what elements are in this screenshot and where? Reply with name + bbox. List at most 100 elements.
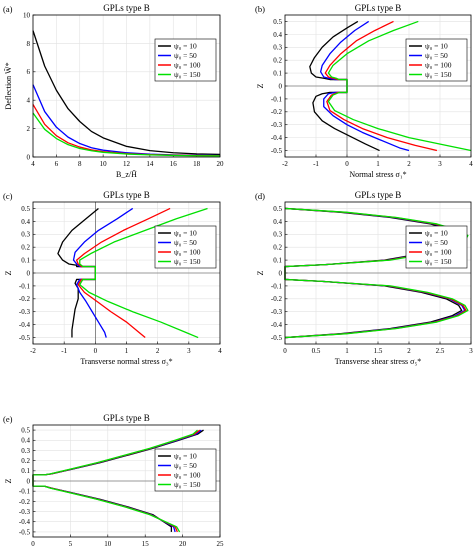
- y-tick-label: -0.3: [271, 308, 283, 316]
- panel-label: (a): [3, 4, 13, 14]
- panel-c: -2 -1 0 1 2 3 4 0.5 0.4 0.3 0.2 0.1 0 -0.1 -0.2 -0.3 -0.…: [3, 190, 222, 366]
- y-tick-label: 0.3: [21, 447, 30, 455]
- y-tick-label: -0.1: [19, 488, 31, 496]
- y-axis-label: Deflection W̃*: [3, 62, 13, 109]
- series-line: [32, 30, 221, 156]
- panel-title: GPLs type B: [355, 190, 402, 200]
- y-tick-label: 0.5: [21, 426, 30, 434]
- legend-label: ψ₀ = 10: [425, 42, 448, 51]
- y-tick-label: -0.2: [271, 295, 283, 303]
- y-tick-label: 2: [27, 125, 31, 133]
- y-tick-label: -0.4: [19, 321, 31, 329]
- x-tick-label: 10: [100, 160, 108, 168]
- legend-label: ψ₀ = 50: [174, 238, 197, 247]
- y-tick-label: 0.1: [21, 467, 30, 475]
- x-tick-label: 2: [156, 347, 160, 355]
- legend-label: ψ₀ = 150: [425, 70, 452, 79]
- legend-label: ψ₀ = 50: [174, 461, 197, 470]
- x-tick-label: 25: [217, 540, 225, 548]
- panel-a: 4 6 8 10 12 14 16 18 20 0 2 4 6 8 10 GPLs type B (a) B_z/…: [3, 3, 224, 179]
- series-line: [79, 207, 208, 339]
- y-tick-label: -0.4: [271, 134, 283, 142]
- x-tick-label: -1: [313, 160, 319, 168]
- y-axis-label: Z: [256, 270, 265, 275]
- x-tick-label: 0: [31, 540, 35, 548]
- legend-label: ψ₀ = 150: [174, 480, 201, 489]
- axes-frame: [32, 201, 221, 345]
- x-tick-label: 4: [218, 347, 222, 355]
- x-tick-label: 0: [345, 160, 349, 168]
- panel-label: (d): [255, 191, 265, 201]
- x-tick-label: 1.5: [374, 347, 383, 355]
- y-tick-label: 0.1: [273, 69, 282, 77]
- y-tick-label: -0.3: [19, 508, 31, 516]
- y-tick-label: 0: [27, 269, 31, 277]
- y-tick-label: 0.3: [21, 231, 30, 239]
- x-tick-label: 16: [170, 160, 178, 168]
- x-tick-label: 20: [179, 540, 187, 548]
- x-tick-label: 14: [146, 160, 154, 168]
- y-axis-label: Z: [4, 270, 13, 275]
- legend-label: ψ₀ = 100: [425, 61, 452, 70]
- y-tick-label: -0.3: [19, 308, 31, 316]
- legend-label: ψ₀ = 150: [174, 257, 201, 266]
- axes-frame: [32, 14, 221, 158]
- x-tick-label: 5: [69, 540, 73, 548]
- legend-label: ψ₀ = 50: [425, 51, 448, 60]
- y-tick-label: 8: [27, 40, 31, 48]
- axes-frame: [284, 201, 472, 345]
- y-tick-label: 0.1: [273, 256, 282, 264]
- x-tick-label: 10: [104, 540, 112, 548]
- x-tick-label: 2: [407, 347, 411, 355]
- y-tick-label: 10: [23, 11, 31, 19]
- y-tick-label: 0.3: [273, 44, 282, 52]
- y-tick-label: -0.5: [19, 334, 31, 342]
- legend-label: ψ₀ = 150: [425, 257, 452, 266]
- x-tick-label: 8: [78, 160, 82, 168]
- y-tick-label: 0.5: [21, 205, 30, 213]
- x-tick-label: 20: [217, 160, 225, 168]
- x-tick-label: 3: [438, 160, 442, 168]
- y-tick-label: -0.5: [271, 147, 283, 155]
- y-tick-label: -0.4: [19, 518, 31, 526]
- panel-title: GPLs type B: [103, 413, 150, 423]
- y-tick-label: -0.5: [271, 334, 283, 342]
- y-tick-label: 0.1: [21, 256, 30, 264]
- legend-label: ψ₀ = 10: [174, 229, 197, 238]
- x-tick-label: 1: [345, 347, 349, 355]
- y-tick-label: 0.2: [21, 457, 30, 465]
- y-tick-label: -0.1: [271, 282, 283, 290]
- x-tick-label: 3: [469, 347, 473, 355]
- y-tick-label: -0.4: [271, 321, 283, 329]
- legend-label: ψ₀ = 10: [174, 452, 197, 461]
- y-tick-label: 0: [27, 153, 31, 161]
- x-tick-label: 3: [187, 347, 191, 355]
- legend-label: ψ₀ = 150: [174, 70, 201, 79]
- y-tick-label: 0.3: [273, 231, 282, 239]
- x-axis-label: Normal stress σ₁*: [349, 170, 406, 179]
- legend-label: ψ₀ = 100: [174, 471, 201, 480]
- x-tick-label: 6: [55, 160, 59, 168]
- x-tick-label: -2: [30, 347, 36, 355]
- x-tick-label: -1: [61, 347, 67, 355]
- legend-label: ψ₀ = 100: [425, 248, 452, 257]
- x-tick-label: -2: [282, 160, 288, 168]
- panel-e: 0 5 10 15 20 25 0.5 0.4 0.3 0.2 0.1 0 -0.1 -0.2 -0.3 -0…: [3, 413, 225, 548]
- y-axis-label: Z: [4, 478, 13, 483]
- x-axis-label: Transverse shear stress σ₅*: [335, 357, 422, 366]
- panel-title: GPLs type B: [103, 3, 150, 13]
- panel-label: (b): [255, 4, 265, 14]
- panel-label: (c): [3, 191, 13, 201]
- x-tick-label: 0.5: [312, 347, 321, 355]
- y-tick-label: 0: [279, 82, 283, 90]
- x-tick-label: 18: [193, 160, 201, 168]
- legend-label: ψ₀ = 50: [174, 51, 197, 60]
- axes-frame: [284, 14, 472, 158]
- y-tick-label: 0.4: [21, 218, 30, 226]
- y-tick-label: -0.5: [19, 528, 31, 536]
- legend-label: ψ₀ = 100: [174, 248, 201, 257]
- y-tick-label: 0.5: [273, 18, 282, 26]
- x-tick-label: 1: [376, 160, 380, 168]
- legend-label: ψ₀ = 50: [425, 238, 448, 247]
